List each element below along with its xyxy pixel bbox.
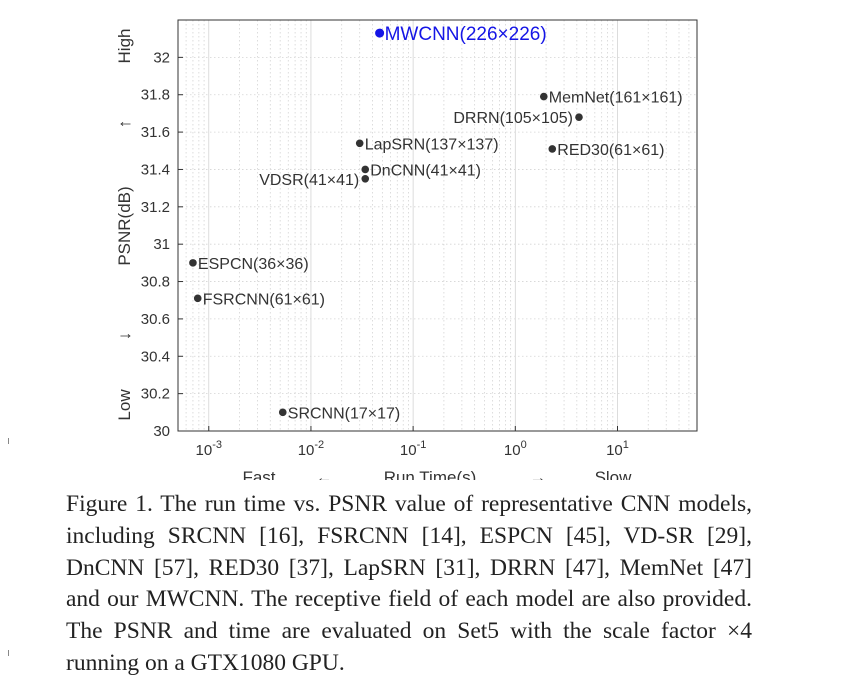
data-point [278, 408, 287, 417]
y-axis-up-arrow: ↑ [115, 120, 134, 129]
x-tick-label: 101 [606, 439, 629, 459]
data-points: MWCNN(226×226) MemNet(161×161) DRRN(105×10… [189, 24, 683, 422]
left-margin-mark-top [8, 438, 9, 444]
y-axis-title: PSNR(dB) [115, 186, 134, 265]
y-tick-label: 31.6 [141, 124, 170, 141]
y-axis-low-label: Low [115, 389, 134, 421]
data-point-label: DnCNN(41×41) [370, 162, 481, 179]
y-tick-label: 31.2 [141, 199, 170, 216]
data-point [355, 139, 364, 148]
y-tick-label: 32 [153, 49, 170, 66]
y-tick-label: 30 [153, 423, 170, 440]
y-tick-label: 31.8 [141, 87, 170, 104]
data-point [193, 294, 202, 303]
data-point-label: MWCNN(226×226) [385, 24, 547, 45]
data-point-label: ESPCN(36×36) [198, 256, 309, 273]
data-point [539, 92, 548, 101]
data-point-label: RED30(61×61) [557, 142, 664, 159]
grid-lines [177, 20, 698, 432]
x-axis-title: Run Time(s) [384, 468, 477, 480]
y-tick-label: 30.4 [141, 348, 170, 365]
x-tick-label: 100 [504, 439, 527, 459]
data-point [375, 28, 385, 38]
data-point [361, 174, 370, 183]
y-tick-label: 31 [153, 236, 170, 253]
data-point [548, 145, 557, 153]
x-tick-label: 10-3 [196, 439, 222, 459]
y-tick-label: 30.8 [141, 274, 170, 291]
run-time-psnr-chart: 10-3 10-2 10-1 100 101 30 30.2 30.4 30.6 30.8 31 31… [115, 19, 698, 480]
plot-frame [177, 19, 698, 432]
y-tick-label: 30.2 [141, 386, 170, 403]
data-point [361, 165, 370, 174]
left-margin-mark-bottom [8, 650, 9, 656]
y-tick-label: 30.6 [141, 311, 170, 328]
x-tick-label: 10-1 [400, 439, 426, 459]
y-axis-high-label: High [115, 29, 134, 64]
x-axis-right-arrow: → [530, 468, 547, 480]
figure-caption: Figure 1. The run time vs. PSNR value of… [66, 491, 752, 676]
x-axis-fast-label: Fast [242, 468, 275, 480]
x-axis-slow-label: Slow [595, 468, 633, 480]
data-point-label: DRRN(105×105) [453, 110, 573, 127]
data-point-label: FSRCNN(61×61) [203, 291, 325, 308]
x-axis-left-arrow: ← [316, 468, 333, 480]
data-point-label: LapSRN(137×137) [365, 136, 499, 153]
y-axis-down-arrow: ↓ [115, 332, 134, 341]
data-point [575, 113, 583, 121]
y-tick-label: 31.4 [141, 161, 170, 178]
axis-ticks: 10-3 10-2 10-1 100 101 30 30.2 30.4 30.6 30.8 31 31… [141, 49, 629, 459]
data-point-label: SRCNN(17×17) [288, 405, 400, 422]
data-point-label: MemNet(161×161) [549, 90, 683, 107]
x-tick-label: 10-2 [298, 439, 324, 459]
data-point [189, 259, 197, 267]
data-point-label: VDSR(41×41) [259, 172, 359, 189]
